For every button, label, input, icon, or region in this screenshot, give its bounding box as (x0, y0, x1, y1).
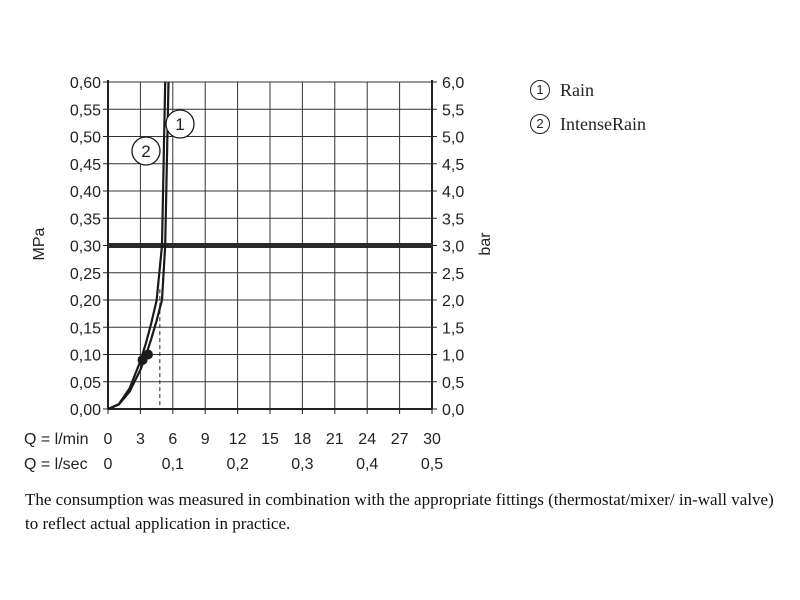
x-tick-label-lmin: 18 (294, 431, 312, 448)
y-tick-label-bar: 5,5 (442, 102, 464, 119)
y-tick-label-bar: 0,0 (442, 402, 464, 419)
flow-pressure-chart: 0,00 0,00,05 0,50,10 1,00,15 1,50,20 2,00,25 2… (24, 75, 494, 473)
y-tick-label-mpa: 0,40 (70, 184, 101, 201)
x-tick-label-lsec: 0,2 (226, 456, 248, 473)
legend-item-rain: 1 Rain (530, 80, 594, 101)
series-line-intenserain (107, 81, 167, 411)
y-tick-label-bar: 4,5 (442, 157, 464, 174)
x-tick-label-lsec: 0,5 (421, 456, 443, 473)
x-tick-label-lmin: 6 (168, 431, 177, 448)
x-tick-label-lmin: 0 (104, 431, 113, 448)
series-lines: 12 (107, 81, 432, 411)
x-tick-label-lsec: 0,4 (356, 456, 378, 473)
y-tick-label-mpa: 0,30 (70, 239, 101, 256)
y-tick-label-bar: 6,0 (442, 75, 464, 92)
x-tick-label-lmin: 27 (391, 431, 409, 448)
y-tick-label-mpa: 0,60 (70, 75, 101, 92)
y-tick-label-bar: 3,0 (442, 239, 464, 256)
tick-labels: 0,00 0,00,05 0,50,10 1,00,15 1,50,20 2,00,25 2… (70, 75, 464, 473)
y-tick-label-mpa: 0,20 (70, 293, 101, 310)
x-tick-label-lsec: 0 (104, 456, 113, 473)
x-tick-label-lmin: 21 (326, 431, 344, 448)
y-tick-label-mpa: 0,25 (70, 266, 101, 283)
x-tick-label-lmin: 9 (201, 431, 210, 448)
x-axis-lsec-label: Q = l/sec (24, 456, 88, 473)
y-tick-label-mpa: 0,50 (70, 130, 101, 147)
y-tick-label-mpa: 0,55 (70, 102, 101, 119)
y-tick-label-bar: 3,5 (442, 211, 464, 228)
legend-label-intenserain: IntenseRain (560, 114, 646, 134)
x-tick-label-lmin: 12 (229, 431, 247, 448)
curve-marker-rain (165, 109, 195, 139)
x-tick-label-lsec: 0,1 (162, 456, 184, 473)
curve-marker-intenserain (131, 136, 161, 166)
y-tick-label-bar: 1,5 (442, 320, 464, 337)
x-tick-label-lmin: 30 (423, 431, 441, 448)
y-axis-right-label: bar (477, 232, 494, 256)
y-tick-label-bar: 1,0 (442, 348, 464, 365)
y-tick-label-bar: 2,0 (442, 293, 464, 310)
x-axis-lmin-label: Q = l/min (24, 431, 88, 448)
y-tick-label-mpa: 0,00 (70, 402, 101, 419)
legend-item-intenserain: 2 IntenseRain (530, 114, 646, 135)
y-tick-label-mpa: 0,45 (70, 157, 101, 174)
curve-marker-label-rain: 1 (175, 115, 184, 134)
x-tick-label-lmin: 24 (358, 431, 376, 448)
x-tick-label-lsec: 0,3 (291, 456, 313, 473)
y-tick-label-bar: 2,5 (442, 266, 464, 283)
curve-marker-label-intenserain: 2 (141, 142, 150, 161)
series-point-intenserain (137, 354, 148, 365)
legend-label-rain: Rain (560, 80, 594, 100)
legend-number-1: 1 (530, 80, 550, 100)
y-tick-label-bar: 0,5 (442, 375, 464, 392)
y-tick-label-mpa: 0,10 (70, 348, 101, 365)
y-tick-label-mpa: 0,05 (70, 375, 101, 392)
legend-number-2: 2 (530, 114, 550, 134)
x-tick-label-lmin: 15 (261, 431, 279, 448)
y-axis-left-label: MPa (31, 227, 48, 260)
x-tick-label-lmin: 3 (136, 431, 145, 448)
y-tick-label-bar: 4,0 (442, 184, 464, 201)
y-tick-label-mpa: 0,15 (70, 320, 101, 337)
measurement-note: The consumption was measured in combinat… (25, 490, 774, 533)
y-tick-label-mpa: 0,35 (70, 211, 101, 228)
y-tick-label-bar: 5,0 (442, 130, 464, 147)
